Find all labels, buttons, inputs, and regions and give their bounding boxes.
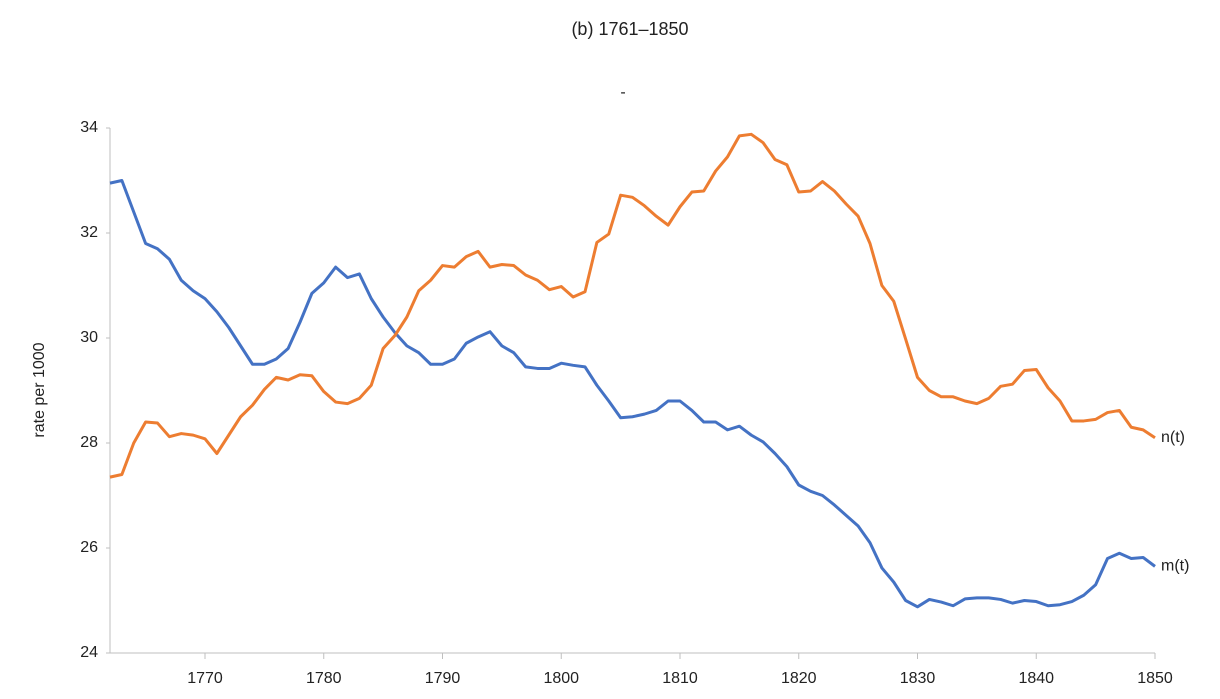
series-label: n(t) xyxy=(1161,429,1185,446)
series-label: m(t) xyxy=(1161,558,1189,575)
x-tick-label: 1790 xyxy=(425,670,461,687)
y-tick-label: 34 xyxy=(80,119,98,136)
chart-subtitle: - xyxy=(620,84,625,101)
y-tick-label: 26 xyxy=(80,539,98,556)
data-line xyxy=(109,132,1156,479)
x-tick-label: 1820 xyxy=(781,670,817,687)
y-axis-label: rate per 1000 xyxy=(31,342,48,437)
data-line xyxy=(109,179,1156,609)
x-tick-label: 1810 xyxy=(662,670,698,687)
x-tick-label: 1770 xyxy=(187,670,223,687)
x-tick-label: 1840 xyxy=(1018,670,1054,687)
chart-title: (b) 1761–1850 xyxy=(571,19,688,39)
y-tick-label: 32 xyxy=(80,224,98,241)
y-tick-label: 28 xyxy=(80,434,98,451)
x-tick-label: 1800 xyxy=(543,670,579,687)
y-tick-label: 24 xyxy=(80,644,98,661)
y-tick-label: 30 xyxy=(80,329,98,346)
x-tick-label: 1780 xyxy=(306,670,342,687)
x-tick-label: 1850 xyxy=(1137,670,1173,687)
x-tick-label: 1830 xyxy=(900,670,936,687)
